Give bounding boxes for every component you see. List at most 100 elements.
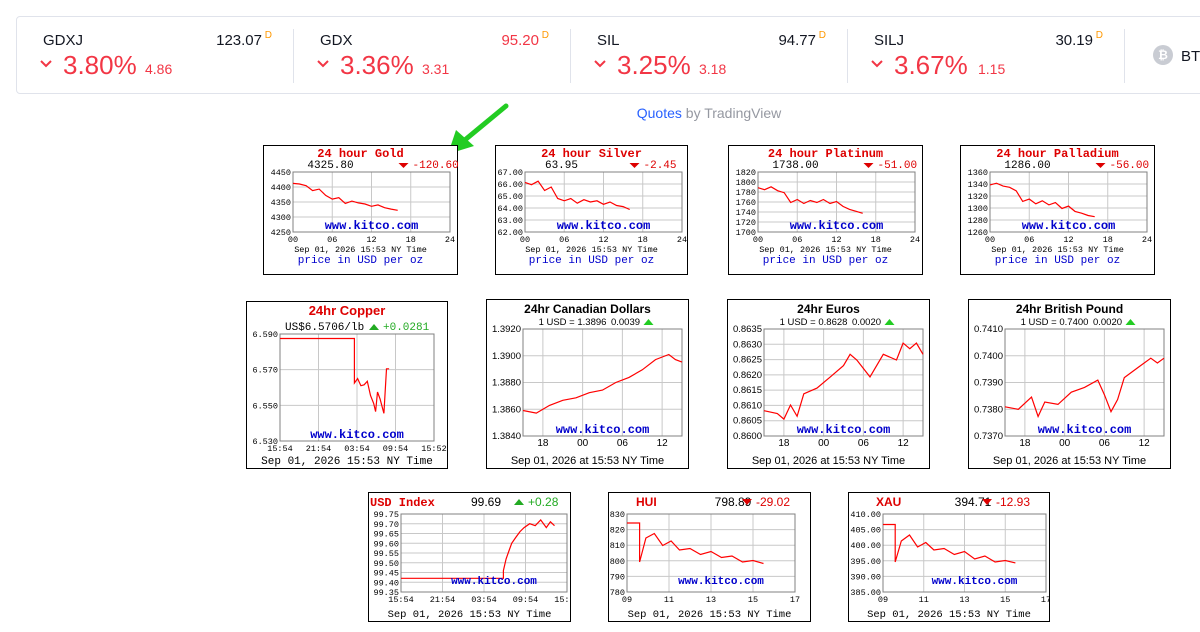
- chart-24hr-british-pound[interactable]: 0.7410 0.7400 0.7390 0.7380 0.7370 18 00 06 12 24…: [968, 299, 1171, 469]
- plot-area: [400, 513, 568, 593]
- chart-date: Sep 01, 2026 15:53 NY Time: [294, 245, 427, 255]
- price-value: 99.69: [471, 495, 501, 509]
- x-tick-label: 06: [1099, 438, 1111, 449]
- chart-date: Sep 01, 2026 at 15:53 NY Time: [511, 455, 664, 467]
- down-triangle-icon: [742, 499, 752, 505]
- price-value: 1738.00: [772, 160, 818, 172]
- chart-title: XAU: [876, 495, 901, 509]
- ticker-symbol-partial[interactable]: BTC: [1181, 48, 1200, 65]
- x-tick-label: 06: [858, 438, 870, 449]
- price-value: 1 USD = 0.8628: [780, 317, 848, 328]
- x-tick-label: 00: [753, 235, 763, 245]
- y-tick-label: 1.3920: [492, 324, 521, 335]
- delayed-flag: D: [818, 30, 826, 41]
- ticker-price: 123.07: [216, 32, 262, 49]
- price-value: 4325.80: [307, 160, 353, 172]
- chart-24hr-euros[interactable]: 0.8635 0.8630 0.8625 0.8620 0.8615 0.8610 0.86…: [727, 299, 930, 469]
- x-tick-label: 06: [559, 235, 569, 245]
- ticker-item[interactable]: GDX 95.20 D 3.36% 3.31: [294, 17, 571, 93]
- quotes-link[interactable]: Quotes: [636, 105, 682, 121]
- x-tick-label: 06: [792, 235, 802, 245]
- x-tick-label: 12: [831, 235, 841, 245]
- x-tick-label: 18: [1019, 438, 1031, 449]
- x-tick-label: 15:54: [267, 444, 293, 454]
- plot-area: [757, 171, 916, 233]
- ticker-tape: GDXJ 123.07 D 3.80% 4.86 GDX 95.20 D 3.3…: [16, 16, 1200, 94]
- price-change: 0.0020: [1093, 317, 1122, 328]
- up-triangle-icon: [514, 499, 524, 505]
- price-line: [763, 342, 924, 421]
- price-change: -120.60: [413, 160, 459, 172]
- price-change: -29.02: [756, 495, 790, 509]
- y-tick-label: 810: [610, 541, 625, 551]
- x-tick-label: 12: [1063, 235, 1073, 245]
- tradingview-attribution: Quotes by TradingView: [0, 105, 1200, 121]
- x-tick-label: 11: [919, 595, 929, 605]
- x-tick-label: 09:54: [513, 595, 539, 605]
- y-tick-label: 1780: [736, 188, 756, 198]
- kitco-watermark: www.kitco.com: [1038, 423, 1132, 437]
- y-tick-label: 0.8630: [733, 339, 762, 350]
- y-tick-label: 0.7400: [974, 351, 1003, 362]
- y-tick-label: 1.3860: [492, 404, 521, 415]
- ticker-item[interactable]: GDXJ 123.07 D 3.80% 4.86: [17, 17, 294, 93]
- y-tick-label: 385.00: [850, 588, 881, 598]
- y-tick-label: 65.00: [497, 192, 523, 202]
- chart-24hr-canadian-dollars[interactable]: 1.3920 1.3900 1.3880 1.3860 1.3840 18 00 06 12 24…: [486, 299, 689, 469]
- up-triangle-icon: [643, 319, 654, 325]
- ticker-percent-change: 3.36%: [340, 50, 414, 80]
- chevron-down-icon: [594, 60, 606, 68]
- x-tick-label: 18: [871, 235, 881, 245]
- x-tick-label: 00: [288, 235, 298, 245]
- price-value: 394.71: [955, 495, 992, 509]
- chart-date: Sep 01, 2026 15:53 NY Time: [261, 456, 433, 468]
- chart-unit-note: price in USD per oz: [298, 255, 423, 267]
- y-tick-label: 4400: [271, 183, 291, 193]
- y-tick-label: 1720: [736, 218, 756, 228]
- ticker-symbol: GDX: [320, 32, 353, 49]
- y-tick-label: 0.8635: [733, 324, 762, 335]
- kitco-watermark: www.kitco.com: [678, 576, 764, 588]
- chart-title: 24 hour Palladium: [996, 147, 1118, 161]
- x-tick-label: 11: [664, 595, 674, 605]
- kitco-watermark: www.kitco.com: [932, 576, 1018, 588]
- x-tick-label: 17: [790, 595, 800, 605]
- ticker-item[interactable]: SILJ 30.19 D 3.67% 1.15: [848, 17, 1125, 93]
- kitco-watermark: www.kitco.com: [790, 219, 884, 233]
- y-tick-label: 800: [610, 557, 625, 567]
- y-tick-label: 6.590: [252, 330, 278, 340]
- ticker-percent-change: 3.80%: [63, 50, 137, 80]
- up-triangle-icon: [884, 319, 895, 325]
- price-line: [883, 523, 1016, 564]
- x-tick-label: 21:54: [306, 444, 332, 454]
- y-tick-label: 820: [610, 526, 625, 536]
- x-tick-label: 18: [1103, 235, 1113, 245]
- chart-title: 24 hour Platinum: [768, 147, 883, 161]
- chevron-down-icon: [40, 60, 52, 68]
- up-triangle-icon: [369, 324, 379, 330]
- y-tick-label: 67.00: [497, 168, 523, 178]
- x-tick-label: 00: [577, 438, 589, 449]
- ticker-item[interactable]: SIL 94.77 D 3.25% 3.18: [571, 17, 848, 93]
- y-tick-label: 1800: [736, 178, 756, 188]
- delayed-flag: D: [541, 30, 549, 41]
- price-line: [627, 522, 764, 565]
- chart-date: Sep 01, 2026 at 15:53 NY Time: [993, 455, 1146, 467]
- attribution-text: by TradingView: [681, 105, 782, 121]
- y-tick-label: 99.40: [373, 578, 399, 588]
- plot-area: [989, 171, 1148, 233]
- y-tick-label: 99.70: [373, 520, 399, 530]
- kitco-watermark: www.kitco.com: [556, 423, 650, 437]
- x-tick-label: 00: [520, 235, 530, 245]
- x-tick-label: 06: [617, 438, 629, 449]
- chart-title: 24hr Euros: [797, 302, 860, 316]
- chart-frame: [727, 299, 930, 469]
- chart-usd-index[interactable]: 99.7599.7099.6599.6099.5599.5099.4599.40…: [368, 492, 571, 622]
